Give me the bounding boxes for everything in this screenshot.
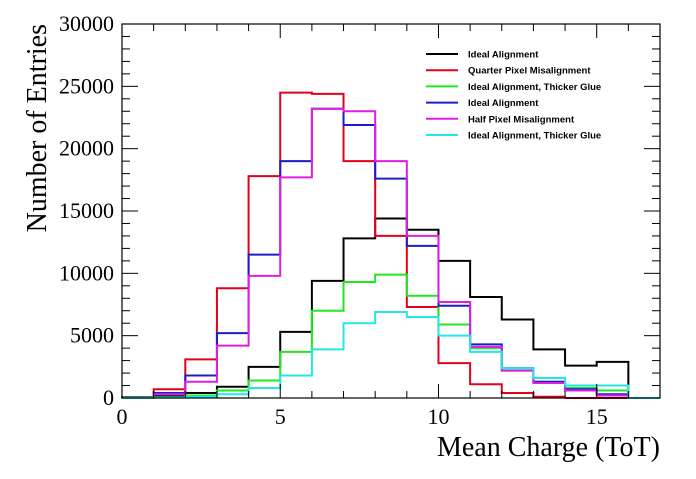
x-tick-label: 15 <box>586 404 608 429</box>
legend-label: Ideal Alignment, Thicker Glue <box>468 131 601 142</box>
legend-label: Quarter Pixel Misalignment <box>468 66 591 77</box>
y-axis-label: Number of Entries <box>22 24 53 232</box>
x-tick-label: 10 <box>427 404 449 429</box>
x-axis-label: Mean Charge (ToT) <box>437 432 660 463</box>
x-tick-label: 5 <box>275 404 286 429</box>
legend-label: Ideal Alignment, Thicker Glue <box>468 82 601 93</box>
legend: Ideal Alignment Quarter Pixel Misalignmen… <box>426 50 601 142</box>
y-tick-label: 30000 <box>59 11 114 36</box>
y-tick-label: 15000 <box>59 198 114 223</box>
series-line-4 <box>122 107 660 399</box>
axes-layer: 0 5 10 15 0 5000 10000 15000 20000 25000 30000 Mean… <box>22 11 661 463</box>
y-tick-label: 10000 <box>59 260 114 285</box>
legend-label: Ideal Alignment <box>468 98 539 109</box>
y-tick-label: 0 <box>103 385 114 410</box>
legend-label: Half Pixel Misalignment <box>468 114 575 125</box>
y-tick-label: 25000 <box>59 73 114 98</box>
y-tick-label: 20000 <box>59 136 114 161</box>
y-tick-label: 5000 <box>70 323 114 348</box>
x-tick-label: 0 <box>117 404 128 429</box>
legend-label: Ideal Alignment <box>468 50 539 61</box>
